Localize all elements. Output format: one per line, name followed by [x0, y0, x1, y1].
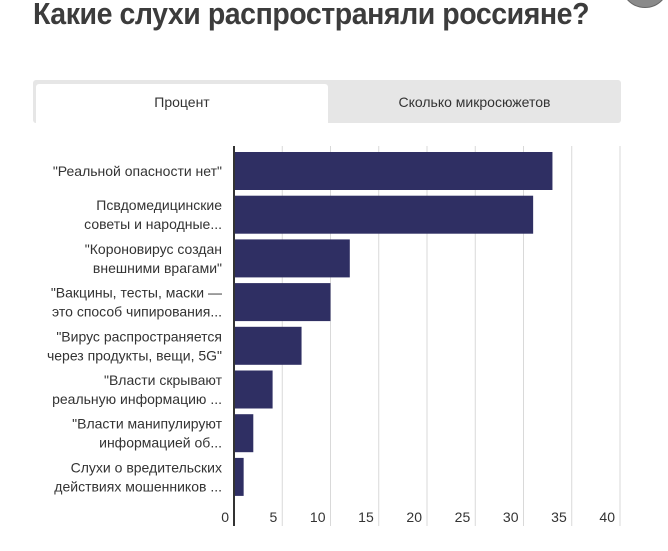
- x-tick-label: 15: [358, 509, 374, 525]
- category-label: "Власти манипулируют: [72, 416, 222, 432]
- category-label: действиях мошенников ...: [54, 478, 222, 494]
- page-title: Какие слухи распространяли россияне?: [33, 0, 590, 31]
- bar: [234, 239, 350, 278]
- bar: [234, 414, 254, 453]
- bar: [234, 370, 273, 409]
- category-label: Псвдомедицинские: [96, 197, 222, 213]
- category-label: "Вирус распространяется: [56, 328, 222, 344]
- category-label: "Короновирус создан: [85, 241, 222, 257]
- bar: [234, 457, 244, 496]
- category-label: "Власти скрывают: [104, 372, 223, 388]
- tab-microstories[interactable]: Сколько микросюжетов: [398, 94, 551, 110]
- tab-bar: Процент Сколько микросюжетов: [33, 80, 621, 123]
- x-tick-label: 5: [269, 509, 277, 525]
- category-label: советы и народные...: [84, 216, 222, 232]
- category-label: "Реальной опасности нет": [53, 163, 222, 179]
- category-label: через продукты, вещи, 5G": [47, 347, 222, 363]
- bar: [234, 283, 331, 322]
- x-tick-label: 30: [503, 509, 519, 525]
- bar: [234, 152, 553, 190]
- x-tick-label: 20: [406, 509, 422, 525]
- bar: [234, 195, 534, 234]
- category-label: "Вакцины, тесты, маски —: [51, 285, 222, 301]
- x-tick-label: 25: [455, 509, 471, 525]
- x-tick-label: 10: [310, 509, 326, 525]
- category-label: Слухи о вредительских: [71, 459, 222, 475]
- category-label: реальную информацию ...: [52, 391, 222, 407]
- category-label: внешними врагами": [93, 260, 222, 276]
- category-label: информацией об...: [99, 435, 222, 451]
- x-tick-label: 0: [221, 509, 229, 525]
- x-tick-label: 35: [551, 509, 567, 525]
- tab-percent[interactable]: Процент: [36, 84, 328, 123]
- x-tick-label: 40: [599, 509, 615, 525]
- bar: [234, 326, 302, 365]
- category-label: это способ чипирования...: [52, 304, 222, 320]
